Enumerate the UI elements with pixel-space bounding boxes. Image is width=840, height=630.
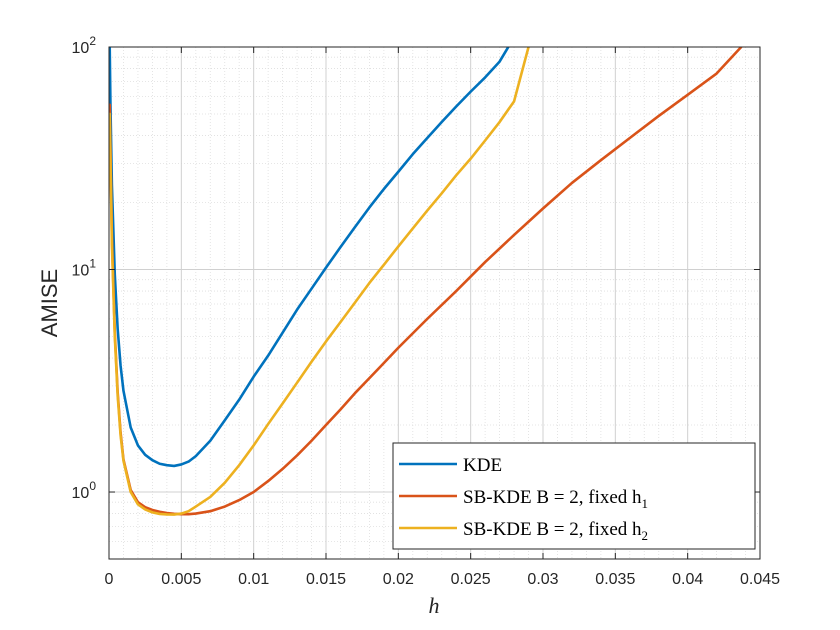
x-tick-label: 0.02 bbox=[383, 571, 414, 588]
x-tick-label: 0.005 bbox=[161, 571, 201, 588]
legend: KDE SB-KDE B = 2, fixed h1 SB-KDE B = 2, f… bbox=[392, 442, 756, 550]
series-line-3 bbox=[109, 47, 530, 516]
x-tick-label: 0 bbox=[105, 571, 114, 588]
x-tick-label: 0.04 bbox=[672, 571, 703, 588]
x-tick-label: 0.035 bbox=[595, 571, 635, 588]
x-tick-label: 0.03 bbox=[527, 571, 558, 588]
legend-label: KDE bbox=[463, 455, 502, 476]
y-tick-label: 101 bbox=[72, 257, 97, 280]
legend-label: SB-KDE B = 2, fixed h1 bbox=[463, 487, 648, 511]
x-tick-label: 0.015 bbox=[306, 571, 346, 588]
ticks-layer bbox=[108, 46, 761, 559]
x-tick-label: 0.045 bbox=[740, 571, 780, 588]
y-tick-labels: 100 101 102 bbox=[72, 34, 97, 502]
y-axis-label: AMISE bbox=[37, 269, 62, 337]
y-tick-label: 100 bbox=[72, 479, 97, 502]
plot-frame bbox=[108, 46, 761, 560]
x-axis-label: h bbox=[429, 593, 440, 618]
series-line-1 bbox=[109, 47, 510, 468]
y-tick-label: 102 bbox=[72, 34, 97, 57]
legend-label: SB-KDE B = 2, fixed h2 bbox=[463, 519, 648, 543]
x-tick-label: 0.01 bbox=[238, 571, 269, 588]
series-layer bbox=[109, 47, 743, 516]
x-tick-labels: 0 0.005 0.01 0.015 0.02 0.025 0.03 0.035 0.04 0.0… bbox=[105, 571, 781, 588]
x-tick-label: 0.025 bbox=[451, 571, 491, 588]
